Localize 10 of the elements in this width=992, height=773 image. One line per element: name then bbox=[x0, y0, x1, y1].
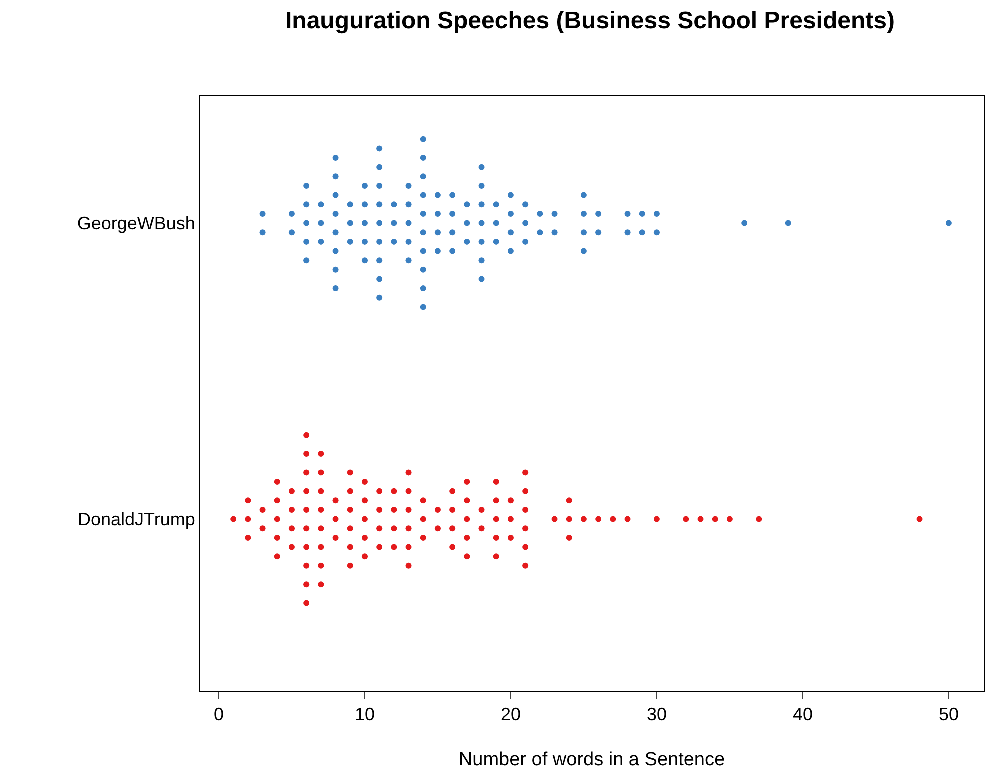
chart-title: Inauguration Speeches (Business School Presidents) bbox=[286, 7, 895, 34]
x-tick-label: 50 bbox=[938, 704, 959, 725]
x-tick-label: 20 bbox=[500, 704, 521, 725]
x-tick-label: 10 bbox=[354, 704, 375, 725]
x-tick-label: 30 bbox=[646, 704, 667, 725]
x-tick-label: 0 bbox=[214, 704, 224, 725]
x-axis-title: Number of words in a Sentence bbox=[458, 749, 726, 770]
x-tick-label: 40 bbox=[792, 704, 813, 725]
y-tick-label: GeorgeWBush bbox=[77, 214, 196, 234]
y-tick-label: DonaldJTrump bbox=[78, 510, 196, 530]
